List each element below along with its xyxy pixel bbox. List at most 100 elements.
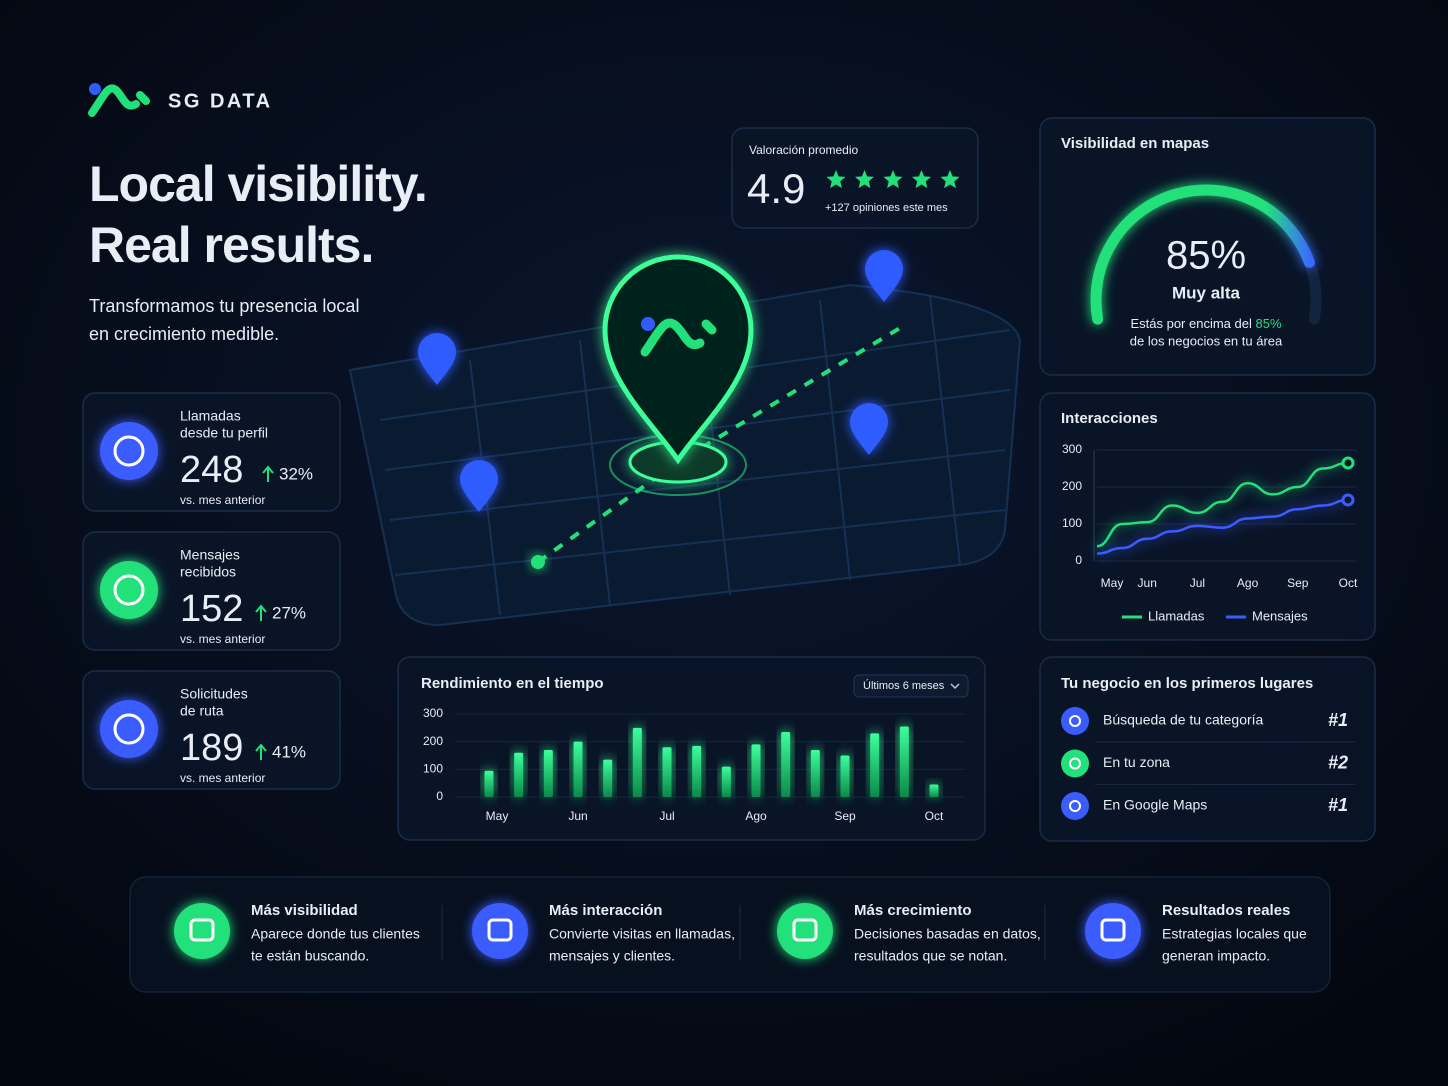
text: 189 [180,727,243,769]
bar [543,749,553,797]
card [1039,656,1376,842]
y-tick-label: 100 [1062,516,1082,530]
bar [929,784,939,797]
rank-icon [1061,707,1089,735]
x-tick-label: Jun [1138,576,1157,590]
text: Local visibility. [89,156,427,212]
y-tick-label: 300 [1062,442,1082,456]
text: de los negocios en tu área [1130,333,1283,348]
bar [899,726,909,797]
x-tick-label: Jul [659,809,674,823]
y-tick-label: 0 [436,789,443,803]
bar [810,749,820,797]
rank-icon-inner [1069,715,1081,727]
stat-icon-inner [113,574,145,606]
legend-label: Mensajes [1252,608,1308,623]
star [940,170,960,189]
text: Decisiones basadas en datos, [854,926,1041,942]
x-tick-label: Jun [568,809,587,823]
text: de ruta [180,703,224,719]
x-tick-label: Ago [1237,576,1259,590]
brand-name: SG DATA [168,90,273,112]
text: vs. mes anterior [180,493,265,507]
bar [603,759,613,797]
end-point [1341,493,1355,507]
bar [751,744,761,797]
stat-icon-inner [113,435,145,467]
card [1039,392,1376,641]
line-series [1096,498,1349,555]
x-tick-label: May [1101,576,1124,590]
card [82,392,341,512]
star [912,170,931,189]
card [82,531,341,651]
x-tick-label: Sep [834,809,856,823]
star [855,170,874,189]
text: 32% [279,464,313,483]
text: Más interacción [549,902,662,919]
bar [870,733,880,797]
chevron [950,683,960,690]
text: en crecimiento medible. [89,324,279,344]
text: 27% [272,603,306,622]
text: #1 [1328,795,1348,815]
x-tick-label: Oct [1339,576,1358,590]
x-tick-label: Oct [925,809,944,823]
bar [840,755,850,797]
stat-icon-inner [113,713,145,745]
text: Rendimiento en el tiempo [421,675,604,692]
text: #2 [1328,752,1348,772]
y-tick-label: 0 [1075,553,1082,567]
feature-strip [129,876,1331,993]
x-tick-label: Ago [745,809,767,823]
text: generan impacto. [1162,948,1270,964]
star [883,170,903,189]
dropdown[interactable] [853,674,969,698]
text: 85% [1255,316,1281,331]
x-tick-label: May [486,809,509,823]
text: #1 [1328,710,1348,730]
up-arrow [262,465,274,482]
text: 152 [180,588,243,630]
y-tick-label: 200 [423,734,443,748]
line-series [1096,461,1349,548]
card [731,127,979,229]
stat-icon [100,700,158,758]
text: Estrategias locales que [1162,926,1307,942]
dropdown-label[interactable]: Últimos 6 meses [863,679,945,692]
rank-icon [1061,749,1089,778]
text: Tu negocio en los primeros lugares [1061,675,1313,692]
gauge-note: Estás por encima del 85% [1130,316,1281,331]
logo [88,83,150,117]
text: Transformamos tu presencia local [89,296,359,316]
up-arrow [255,604,267,621]
feature-icon [777,903,833,959]
legend-label: Llamadas [1148,608,1205,623]
text: 248 [180,449,243,491]
feature-icon [472,903,528,959]
bar [484,770,494,797]
text: Muy alta [1172,283,1241,302]
text: 41% [272,742,306,761]
text: Estás por encima del [1130,316,1255,331]
text: 85% [1166,234,1246,278]
stat-icon [100,561,158,619]
feature-icon-inner [792,918,818,942]
text: desde tu perfil [180,425,268,441]
x-tick-label: Jul [1190,576,1205,590]
text: Real results. [89,217,373,273]
text: vs. mes anterior [180,632,265,646]
text: Convierte visitas en llamadas, [549,926,735,942]
text: Búsqueda de tu categoría [1103,712,1264,728]
text: Mensajes [180,547,240,563]
bar [573,741,583,797]
text: vs. mes anterior [180,771,265,785]
y-tick-label: 300 [423,706,443,720]
text: Llamadas [180,408,241,424]
feature-icon [1085,903,1141,959]
text: Resultados reales [1162,902,1290,919]
text: Interacciones [1061,410,1158,427]
feature-icon-inner [189,918,215,942]
